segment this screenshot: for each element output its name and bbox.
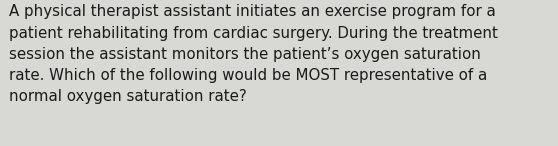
Text: A physical therapist assistant initiates an exercise program for a
patient rehab: A physical therapist assistant initiates… bbox=[9, 4, 498, 104]
